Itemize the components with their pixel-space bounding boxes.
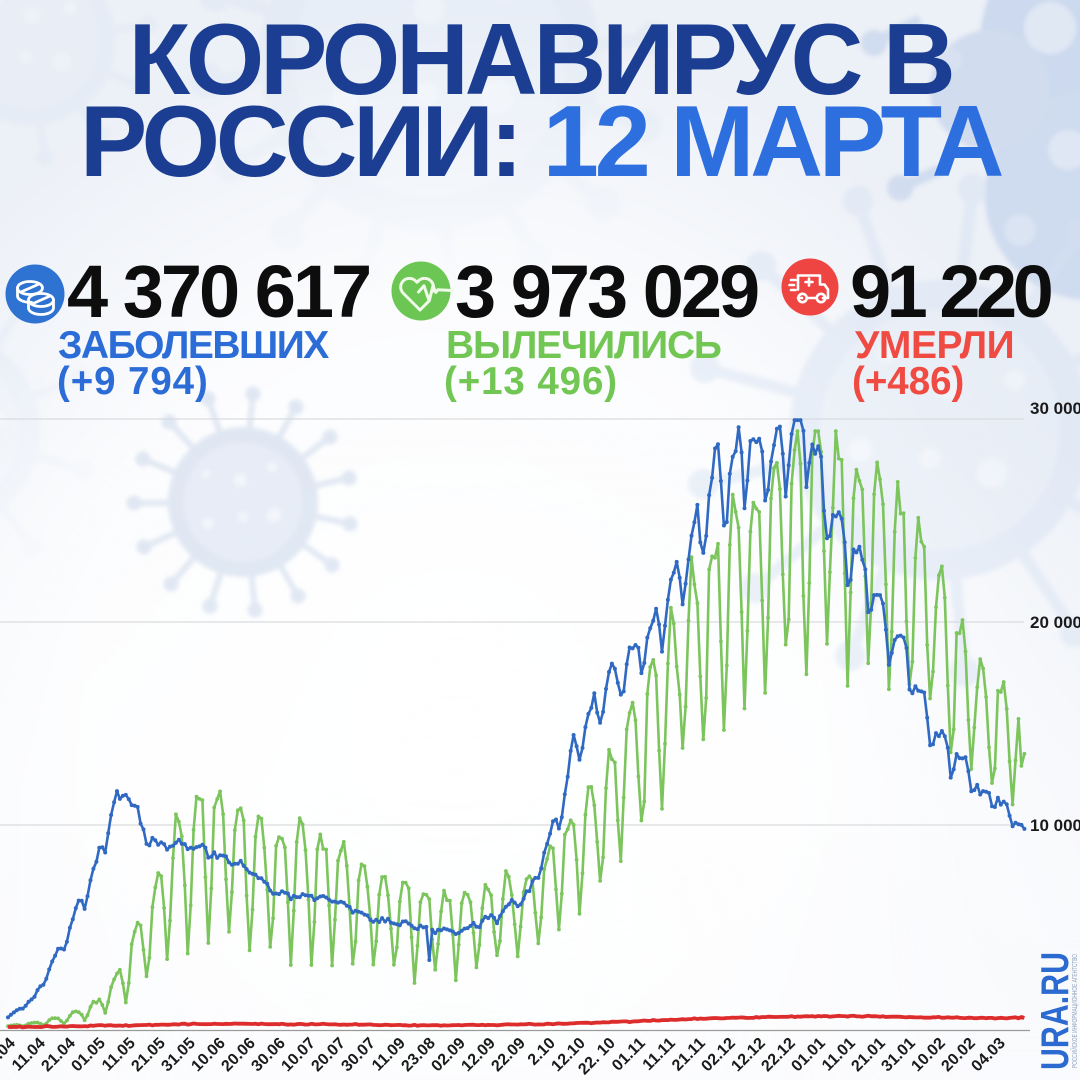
svg-text:02.12: 02.12 [698, 1035, 738, 1075]
svg-text:30.07: 30.07 [338, 1035, 378, 1075]
svg-text:22.12: 22.12 [758, 1035, 798, 1075]
svg-text:01.11: 01.11 [609, 1035, 649, 1075]
svg-text:10.07: 10.07 [278, 1035, 318, 1075]
svg-text:02.09: 02.09 [428, 1035, 468, 1075]
svg-text:01.01: 01.01 [788, 1035, 828, 1075]
svg-text:URA.RU: URA.RU [1034, 952, 1077, 1070]
svg-text:11.11: 11.11 [640, 1035, 679, 1074]
svg-text:20.06: 20.06 [218, 1035, 258, 1075]
svg-text:12.12: 12.12 [728, 1035, 768, 1075]
svg-text:12.09: 12.09 [458, 1035, 498, 1075]
svg-text:21.01: 21.01 [848, 1035, 888, 1075]
svg-text:20.07: 20.07 [308, 1035, 348, 1075]
svg-text:РОССИЙСКОЕ ИНФОРМАЦИОННОЕ АГЕН: РОССИЙСКОЕ ИНФОРМАЦИОННОЕ АГЕНТСТВО [1070, 954, 1079, 1068]
svg-text:04.03: 04.03 [968, 1035, 1008, 1075]
svg-text:23.08: 23.08 [398, 1035, 438, 1075]
svg-text:31.05: 31.05 [158, 1035, 198, 1075]
svg-text:21.04: 21.04 [38, 1035, 78, 1075]
svg-text:20 000: 20 000 [1030, 613, 1080, 632]
svg-text:30 000: 30 000 [1030, 399, 1080, 418]
svg-text:10.06: 10.06 [188, 1035, 228, 1075]
svg-text:10 000: 10 000 [1030, 816, 1080, 835]
svg-text:10.02: 10.02 [908, 1035, 948, 1075]
svg-text:01.05: 01.05 [68, 1035, 108, 1075]
svg-text:21.05: 21.05 [128, 1035, 168, 1075]
svg-text:30.06: 30.06 [248, 1035, 288, 1075]
svg-text:22.09: 22.09 [488, 1035, 528, 1075]
svg-text:31.01: 31.01 [878, 1035, 918, 1075]
svg-text:20.02: 20.02 [938, 1035, 978, 1075]
